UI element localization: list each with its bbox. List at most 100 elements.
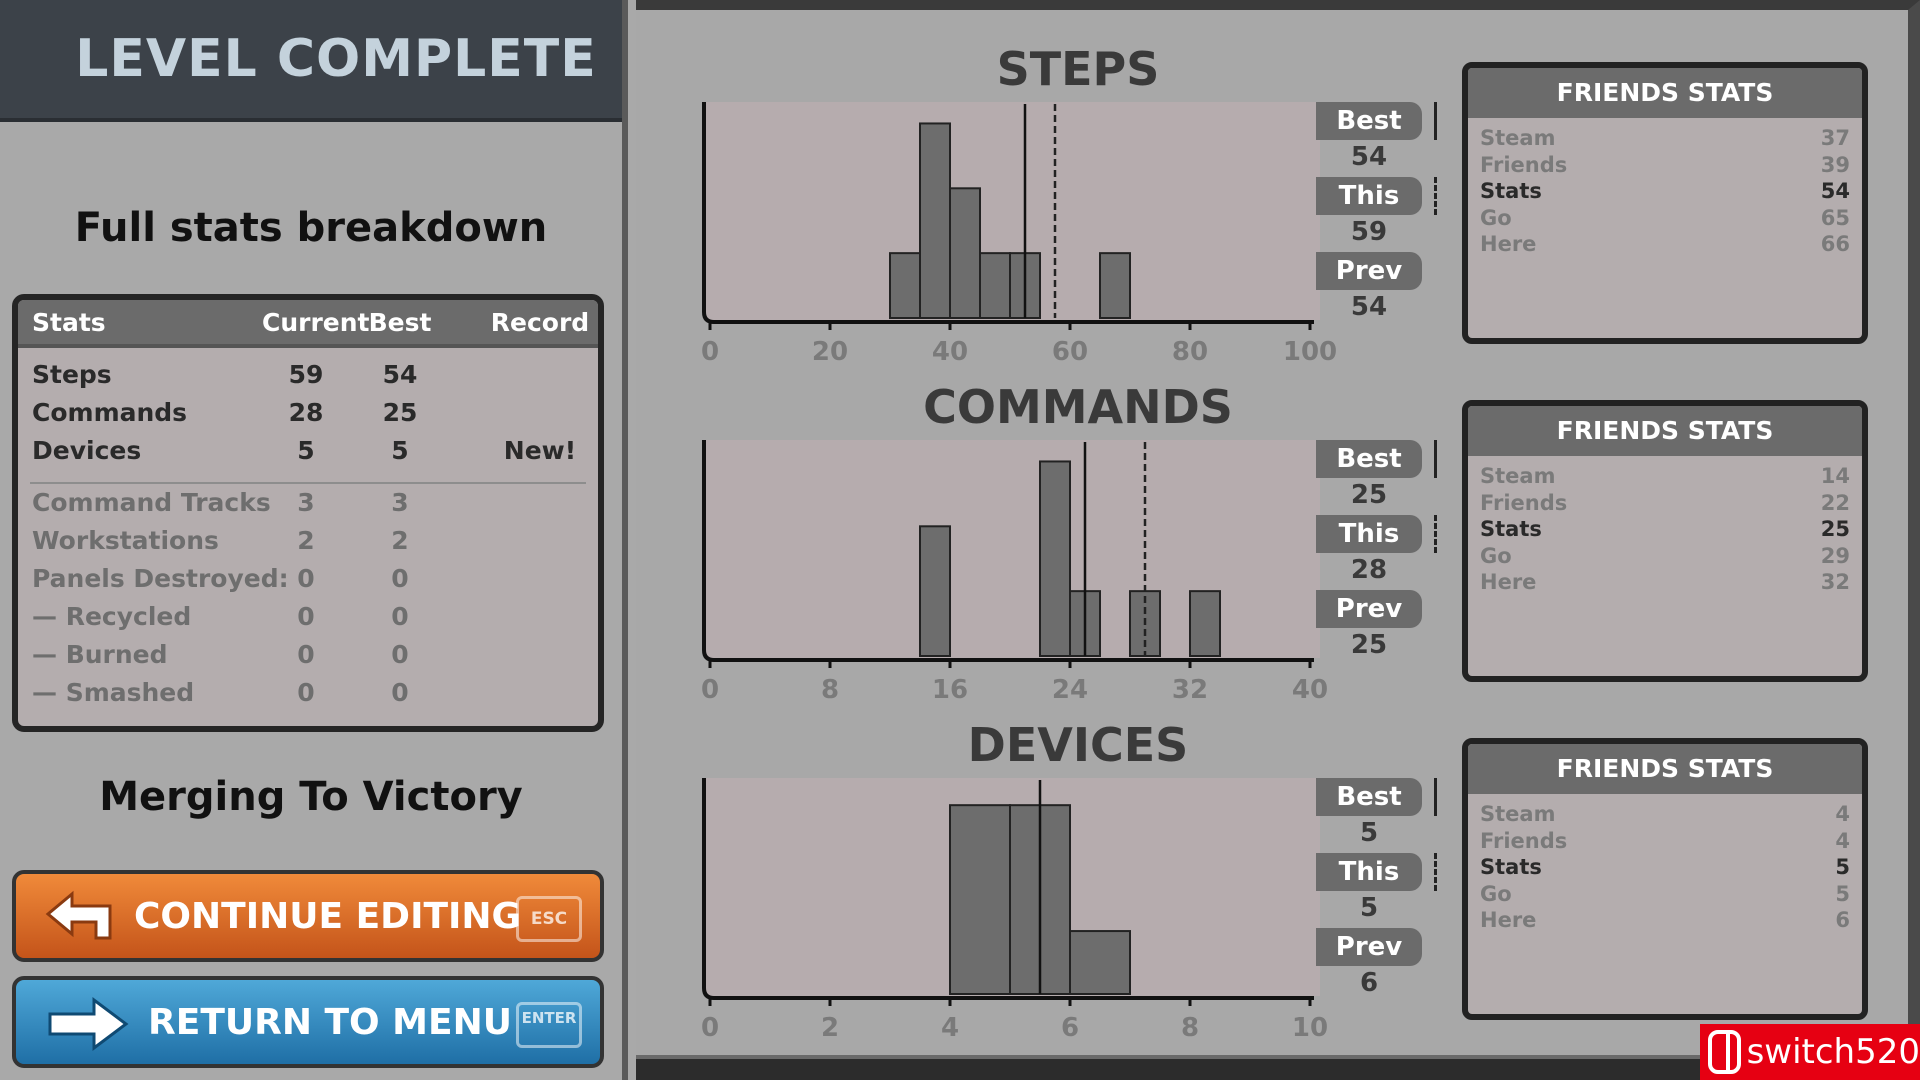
tick-label: 8 bbox=[1181, 1013, 1199, 1043]
friend-row: Go 5 bbox=[1480, 882, 1850, 906]
friends-stats-panel: FRIENDS STATS Steam 4 Friends 4 Stats 5 Go 5 Her… bbox=[1462, 738, 1868, 1020]
histogram-bar bbox=[949, 187, 981, 320]
friend-value: 29 bbox=[1820, 543, 1850, 568]
histogram-chart: 0 2 4 6 8 10 bbox=[701, 778, 1328, 1043]
this-tag: This bbox=[1316, 515, 1422, 553]
tick-label: 20 bbox=[812, 337, 848, 367]
best-value: 54 bbox=[1350, 142, 1388, 172]
tick-label: 32 bbox=[1172, 675, 1208, 705]
row-label: Devices bbox=[32, 436, 142, 465]
friend-name: Go bbox=[1480, 543, 1512, 568]
row-label: Workstations bbox=[32, 526, 219, 555]
friend-name: Steam bbox=[1480, 464, 1556, 488]
table-header: Stats Current Best Record bbox=[18, 300, 598, 348]
friend-name: Here bbox=[1480, 908, 1537, 932]
friend-name: Stats bbox=[1480, 179, 1542, 203]
best-line-key bbox=[1434, 102, 1437, 140]
enter-key-hint: ENTER bbox=[516, 1002, 582, 1048]
friend-row: Stats 25 bbox=[1480, 517, 1850, 541]
prev-tag: Prev bbox=[1316, 252, 1422, 290]
friend-value: 14 bbox=[1820, 464, 1850, 488]
row-current: 5 bbox=[297, 436, 315, 465]
friend-name: Steam bbox=[1480, 802, 1556, 826]
row-best: 54 bbox=[382, 360, 418, 389]
best-line-key bbox=[1434, 440, 1437, 478]
tick-label: 80 bbox=[1172, 337, 1208, 367]
row-label: — Smashed bbox=[32, 678, 195, 707]
friends-stats-panel: FRIENDS STATS Steam 14 Friends 22 Stats 25 Go 2… bbox=[1462, 400, 1868, 682]
plot-area bbox=[704, 440, 1320, 658]
histogram-bar bbox=[1189, 590, 1221, 658]
row-best: 0 bbox=[391, 678, 409, 707]
friend-row: Stats 54 bbox=[1480, 179, 1850, 203]
friend-value: 37 bbox=[1820, 126, 1850, 150]
return-to-menu-button[interactable]: RETURN TO MENU ENTER bbox=[12, 976, 604, 1068]
friend-value: 5 bbox=[1835, 881, 1850, 906]
friend-value: 5 bbox=[1835, 855, 1850, 879]
this-tag: This bbox=[1316, 853, 1422, 891]
histogram-bar bbox=[1099, 252, 1131, 320]
row-current: 59 bbox=[288, 360, 324, 389]
friend-value: 22 bbox=[1820, 490, 1850, 515]
friend-name: Go bbox=[1480, 205, 1512, 230]
row-label: — Burned bbox=[32, 640, 168, 669]
friend-row: Here 6 bbox=[1480, 908, 1850, 932]
chart-title: STEPS bbox=[996, 42, 1160, 96]
row-best: 5 bbox=[391, 436, 409, 465]
tick-label: 2 bbox=[821, 1013, 839, 1043]
switch-logo-icon bbox=[1708, 1030, 1741, 1074]
histogram-chart: 0 8 16 24 32 40 bbox=[701, 440, 1328, 705]
tick-label: 40 bbox=[932, 337, 968, 367]
friend-row: Here 66 bbox=[1480, 232, 1850, 256]
this-line-key bbox=[1434, 177, 1437, 215]
best-value: 25 bbox=[1350, 480, 1388, 510]
header-stats: Stats bbox=[32, 308, 106, 337]
friend-value: 32 bbox=[1820, 570, 1850, 594]
this-value: 5 bbox=[1359, 893, 1379, 923]
friend-value: 66 bbox=[1820, 232, 1850, 256]
tick-label: 24 bbox=[1052, 675, 1088, 705]
friend-row: Steam 37 bbox=[1480, 126, 1850, 150]
row-best: 3 bbox=[391, 488, 409, 517]
header-current: Current bbox=[262, 308, 370, 337]
prev-tag: Prev bbox=[1316, 590, 1422, 628]
friend-row: Friends 4 bbox=[1480, 829, 1850, 853]
friend-value: 54 bbox=[1820, 179, 1850, 203]
prev-tag: Prev bbox=[1316, 928, 1422, 966]
this-line-key bbox=[1434, 853, 1437, 891]
row-label: Commands bbox=[32, 398, 188, 427]
row-label: — Recycled bbox=[32, 602, 192, 631]
best-value: 5 bbox=[1359, 818, 1379, 848]
row-current: 0 bbox=[297, 602, 315, 631]
row-label: Steps bbox=[32, 360, 112, 389]
histogram-bar bbox=[979, 252, 1011, 320]
left-panel: LEVEL COMPLETE Full stats breakdown Stat… bbox=[0, 0, 628, 1080]
watermark: switch520 bbox=[1700, 1024, 1920, 1080]
watermark-text: switch520 bbox=[1746, 1032, 1920, 1072]
level-name: Merging To Victory bbox=[99, 774, 523, 820]
header-record: Record bbox=[490, 308, 590, 337]
tick-label: 0 bbox=[701, 337, 719, 367]
friend-row: Go 29 bbox=[1480, 544, 1850, 568]
histogram-bar bbox=[1039, 460, 1071, 658]
prev-value: 25 bbox=[1350, 630, 1388, 660]
row-best: 0 bbox=[391, 602, 409, 631]
friend-value: 4 bbox=[1835, 802, 1850, 826]
table-divider bbox=[30, 482, 586, 484]
friend-value: 25 bbox=[1820, 517, 1850, 541]
continue-editing-button[interactable]: CONTINUE EDITING ESC bbox=[12, 870, 604, 962]
friend-name: Stats bbox=[1480, 855, 1542, 879]
row-best: 0 bbox=[391, 640, 409, 669]
chart-title: DEVICES bbox=[967, 718, 1189, 772]
stats-table: Stats Current Best Record Steps 59 54 Co… bbox=[12, 294, 604, 732]
tick-label: 0 bbox=[701, 1013, 719, 1043]
tick-label: 10 bbox=[1292, 1013, 1328, 1043]
row-current: 3 bbox=[297, 488, 315, 517]
right-arrow-icon bbox=[48, 997, 129, 1051]
row-current: 0 bbox=[297, 678, 315, 707]
tick-label: 0 bbox=[701, 675, 719, 705]
friend-row: Steam 4 bbox=[1480, 802, 1850, 826]
friend-value: 6 bbox=[1835, 908, 1850, 932]
row-current: 0 bbox=[297, 564, 315, 593]
esc-key-hint: ESC bbox=[516, 896, 582, 942]
